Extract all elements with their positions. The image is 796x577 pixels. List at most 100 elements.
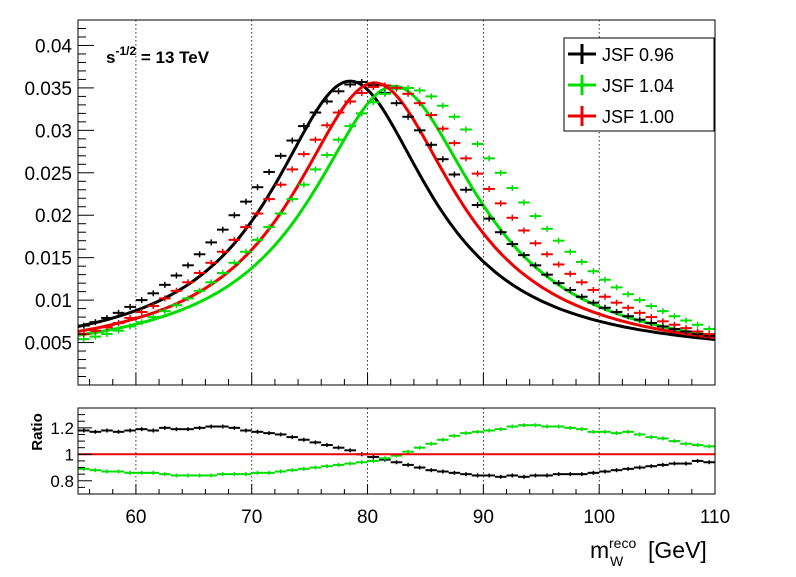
data-point-1 bbox=[610, 284, 623, 291]
ratio-point-0 bbox=[599, 469, 611, 474]
legend-entries: JSF 0.96 JSF 1.04 JSF 1.00 bbox=[568, 44, 674, 127]
ratio-point-1 bbox=[332, 462, 345, 467]
ratio-point-1 bbox=[124, 470, 136, 475]
ratio-point-0 bbox=[240, 428, 252, 433]
ratio-point-1 bbox=[680, 441, 692, 446]
ratio-point-0 bbox=[494, 474, 507, 479]
data-point-2 bbox=[135, 309, 148, 315]
ratio-axis-label: Ratio bbox=[29, 413, 46, 451]
legend-entry: JSF 0.96 bbox=[568, 44, 674, 65]
ratio-point-0 bbox=[483, 473, 495, 478]
data-point-0 bbox=[599, 304, 611, 311]
energy-annotation-base: s bbox=[106, 48, 115, 67]
ratio-point-1 bbox=[182, 473, 194, 478]
data-point-2 bbox=[321, 122, 333, 129]
ratio-point-1 bbox=[668, 439, 681, 444]
data-point-1 bbox=[101, 331, 113, 338]
data-point-0 bbox=[518, 252, 530, 259]
data-point-0 bbox=[425, 141, 438, 148]
data-point-0 bbox=[159, 281, 171, 288]
data-point-1 bbox=[193, 287, 206, 294]
data-point-1 bbox=[124, 323, 136, 330]
legend-entry: JSF 1.00 bbox=[568, 106, 674, 127]
fit-curve-0 bbox=[77, 79, 716, 341]
ratio-point-1 bbox=[576, 427, 588, 432]
ratio-data-points bbox=[78, 423, 715, 479]
ratio-point-0 bbox=[159, 425, 171, 430]
ratio-point-1 bbox=[448, 433, 461, 438]
data-point-2 bbox=[506, 214, 519, 221]
main-y-ticks bbox=[78, 27, 94, 378]
data-point-1 bbox=[251, 236, 264, 243]
data-point-2 bbox=[657, 318, 669, 325]
ratio-point-0 bbox=[286, 435, 299, 440]
data-point-1 bbox=[355, 110, 368, 117]
data-point-2 bbox=[691, 328, 704, 335]
ratio-point-0 bbox=[610, 468, 623, 473]
data-point-1 bbox=[437, 102, 449, 109]
data-point-0 bbox=[147, 290, 160, 297]
main-frame bbox=[77, 19, 716, 386]
ratio-point-0 bbox=[78, 428, 90, 433]
ratio-point-1 bbox=[471, 429, 484, 434]
data-point-2 bbox=[332, 109, 345, 116]
ratio-point-0 bbox=[135, 427, 148, 432]
ratio-y-tick-label: 1.2 bbox=[50, 419, 74, 438]
data-point-2 bbox=[541, 251, 553, 258]
ratio-y-ticks bbox=[78, 407, 92, 488]
data-point-0 bbox=[552, 280, 565, 287]
ratio-point-1 bbox=[205, 473, 217, 478]
ratio-point-1 bbox=[274, 469, 287, 474]
data-point-0 bbox=[286, 137, 299, 144]
data-point-0 bbox=[263, 168, 275, 175]
data-point-2 bbox=[205, 259, 217, 266]
ratio-point-0 bbox=[101, 428, 113, 433]
data-point-1 bbox=[240, 248, 252, 255]
data-point-2 bbox=[193, 269, 206, 276]
data-point-2 bbox=[599, 293, 611, 300]
data-point-0 bbox=[332, 88, 345, 95]
x-axis-title-unit: [GeV] bbox=[648, 537, 707, 563]
data-point-1 bbox=[228, 259, 241, 266]
main-y-tick-label: 0.015 bbox=[24, 249, 72, 270]
legend: JSF 0.96 JSF 1.04 JSF 1.00 bbox=[563, 37, 715, 132]
ratio-frame bbox=[77, 407, 716, 495]
data-point-1 bbox=[147, 314, 160, 321]
ratio-point-1 bbox=[159, 472, 171, 477]
data-point-0 bbox=[448, 171, 461, 178]
data-point-2 bbox=[437, 125, 449, 132]
ratio-point-1 bbox=[379, 456, 391, 461]
data-point-2 bbox=[622, 304, 634, 311]
main-y-tick-label: 0.005 bbox=[24, 334, 72, 355]
main-x-ticks bbox=[89, 373, 716, 385]
ratio-point-0 bbox=[691, 458, 704, 463]
data-point-2 bbox=[170, 287, 183, 294]
data-point-2 bbox=[680, 325, 692, 332]
main-y-tick-labels: 0.005 0.01 0.015 0.02 0.025 0.03 0.035 0.04 bbox=[24, 36, 72, 354]
ratio-point-0 bbox=[124, 428, 136, 433]
data-point-2 bbox=[379, 82, 391, 89]
ratio-point-0 bbox=[541, 473, 553, 478]
data-point-1 bbox=[448, 113, 461, 120]
data-point-2 bbox=[425, 112, 438, 119]
ratio-point-0 bbox=[251, 429, 264, 434]
data-point-0 bbox=[240, 198, 252, 205]
data-point-0 bbox=[355, 78, 368, 85]
data-point-0 bbox=[216, 226, 229, 233]
ratio-point-1 bbox=[599, 429, 611, 434]
ratio-point-0 bbox=[633, 465, 646, 470]
data-point-0 bbox=[541, 271, 553, 278]
x-axis-title-sub: W bbox=[610, 553, 624, 569]
data-point-2 bbox=[263, 196, 275, 203]
data-point-0 bbox=[124, 303, 136, 310]
data-point-1 bbox=[691, 321, 704, 328]
data-point-1 bbox=[413, 87, 426, 94]
ratio-point-0 bbox=[680, 461, 692, 466]
data-point-1 bbox=[460, 126, 472, 133]
data-point-0 bbox=[298, 123, 310, 130]
legend-label: JSF 1.04 bbox=[602, 76, 674, 96]
ratio-point-1 bbox=[367, 458, 380, 463]
main-pad: 0.005 0.01 0.015 0.02 0.025 0.03 0.035 0.04 s-1… bbox=[24, 19, 716, 386]
data-point-1 bbox=[298, 181, 310, 188]
ratio-point-1 bbox=[321, 464, 333, 469]
